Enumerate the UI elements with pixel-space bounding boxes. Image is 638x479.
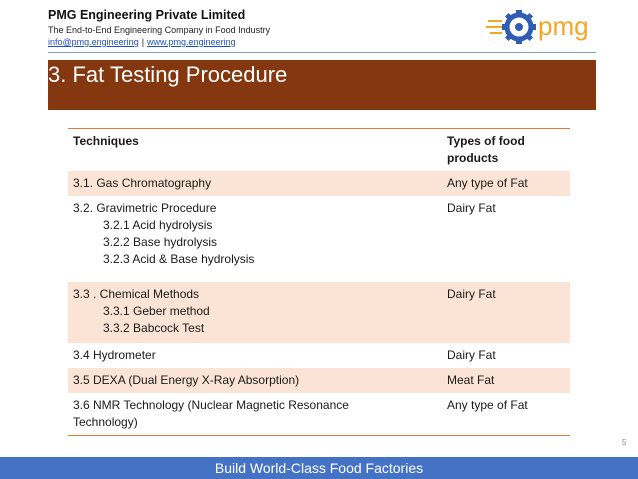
technique-cell: 3.4 Hydrometer bbox=[68, 343, 442, 368]
food-type-cell: Meat Fat bbox=[442, 368, 570, 393]
table-row: 3.2. Gravimetric Procedure 3.2.1 Acid hy… bbox=[68, 196, 570, 282]
technique-label: 3.4 Hydrometer bbox=[73, 348, 156, 362]
company-name: PMG Engineering Private Limited bbox=[48, 8, 246, 22]
technique-label: 3.5 DEXA (Dual Energy X-Ray Absorption) bbox=[73, 373, 300, 387]
technique-label: 3.6 NMR Technology (Nuclear Magnetic Res… bbox=[73, 398, 349, 429]
food-type-cell: Dairy Fat bbox=[442, 282, 570, 343]
table-header-row: Techniques Types of food products bbox=[68, 128, 570, 171]
company-tagline: The End-to-End Engineering Company in Fo… bbox=[48, 25, 271, 35]
sub-technique: 3.3.1 Geber method bbox=[103, 304, 210, 318]
technique-label: 3.2. Gravimetric Procedure bbox=[73, 201, 217, 215]
contact-links: info@pmg.engineering | www.pmg.engineering bbox=[48, 37, 270, 47]
food-type-cell: Dairy Fat bbox=[447, 348, 496, 362]
footer-slogan: Build World-Class Food Factories bbox=[214, 460, 424, 476]
title-bar: 3. Fat Testing Procedure bbox=[48, 60, 596, 110]
technique-cell: 3.2. Gravimetric Procedure 3.2.1 Acid hy… bbox=[68, 196, 442, 282]
table-row: 3.5 DEXA (Dual Energy X-Ray Absorption) … bbox=[68, 368, 570, 393]
technique-label: 3.1. Gas Chromatography bbox=[73, 176, 212, 190]
table-row: 3.4 Hydrometer Dairy Fat bbox=[68, 343, 570, 368]
website-link[interactable]: www.pmg.engineering bbox=[147, 37, 236, 47]
technique-label: 3.3 . Chemical Methods bbox=[73, 287, 200, 301]
gear-icon bbox=[502, 10, 536, 44]
technique-cell: 3.1. Gas Chromatography bbox=[68, 171, 442, 196]
footer-bar: Build World-Class Food Factories bbox=[0, 457, 638, 479]
logo-text: pmg bbox=[538, 11, 589, 41]
table-row: 3.3 . Chemical Methods 3.3.1 Geber metho… bbox=[68, 282, 570, 343]
technique-cell: 3.6 NMR Technology (Nuclear Magnetic Res… bbox=[68, 393, 442, 436]
food-type-cell: Any type of Fat bbox=[442, 171, 570, 196]
header-divider bbox=[48, 52, 596, 53]
table-row: 3.6 NMR Technology (Nuclear Magnetic Res… bbox=[68, 393, 570, 436]
link-separator: | bbox=[141, 37, 145, 47]
technique-cell: 3.5 DEXA (Dual Energy X-Ray Absorption) bbox=[68, 368, 442, 393]
technique-cell: 3.3 . Chemical Methods 3.3.1 Geber metho… bbox=[68, 282, 442, 343]
sub-technique: 3.2.1 Acid hydrolysis bbox=[103, 218, 213, 232]
header-food-types: Types of food products bbox=[442, 128, 570, 171]
header-block: PMG Engineering Private Limited The End-… bbox=[48, 8, 270, 47]
slide-title: 3. Fat Testing Procedure bbox=[48, 62, 288, 87]
sub-technique: 3.2.2 Base hydrolysis bbox=[103, 235, 218, 249]
email-link[interactable]: info@pmg.engineering bbox=[48, 37, 139, 47]
page-number: 5 bbox=[622, 438, 627, 447]
table-row: 3.1. Gas Chromatography Any type of Fat bbox=[68, 171, 570, 196]
sub-technique: 3.2.3 Acid & Base hydrolysis bbox=[103, 252, 255, 266]
header-techniques: Techniques bbox=[68, 128, 442, 171]
food-type-cell: Any type of Fat bbox=[442, 393, 570, 436]
food-type-cell: Dairy Fat bbox=[447, 201, 496, 215]
techniques-table: Techniques Types of food products 3.1. G… bbox=[68, 128, 570, 436]
pmg-logo: pmg bbox=[486, 10, 589, 44]
sub-technique: 3.3.2 Babcock Test bbox=[103, 321, 205, 335]
